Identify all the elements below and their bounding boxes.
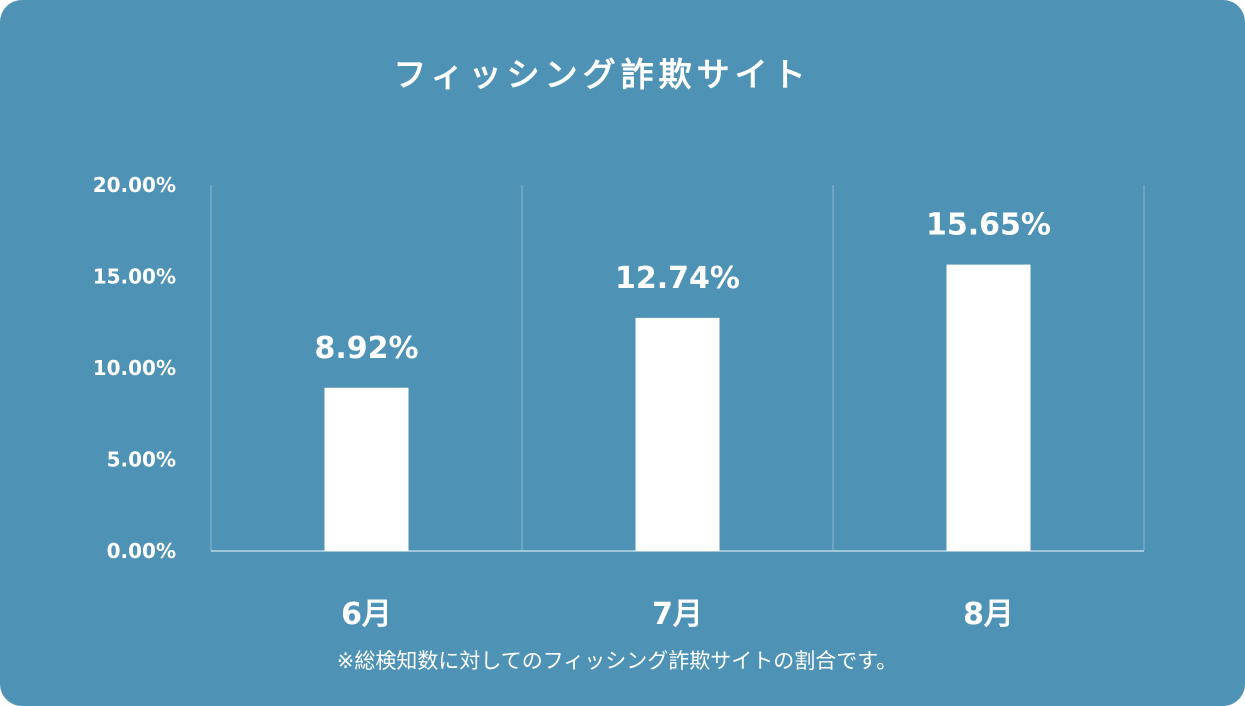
chart-footnote: ※総検知数に対してのフィッシング詐欺サイトの割合です。	[337, 649, 897, 673]
y-tick-label: 15.00%	[93, 265, 176, 289]
bars	[324, 264, 1031, 551]
y-tick-label: 0.00%	[107, 539, 176, 563]
y-axis-ticks: 0.00% 5.00% 10.00% 15.00% 20.00%	[93, 173, 176, 563]
x-category-label-3: 8月	[963, 597, 1014, 632]
data-label-3: 15.65%	[926, 208, 1051, 243]
data-label-2: 12.74%	[615, 261, 740, 296]
y-tick-label: 20.00%	[93, 173, 176, 197]
y-tick-label: 5.00%	[107, 448, 176, 472]
x-category-label-1: 6月	[341, 597, 392, 632]
bar-2	[635, 317, 720, 551]
x-category-label-2: 7月	[652, 597, 703, 632]
data-labels: 8.92% 12.74% 15.65%	[314, 208, 1051, 366]
x-axis-categories: 6月 7月 8月	[341, 597, 1014, 632]
y-tick-label: 10.00%	[93, 356, 176, 380]
bar-1	[324, 387, 409, 551]
data-label-1: 8.92%	[314, 331, 418, 366]
bar-3	[946, 264, 1031, 551]
chart-title: フィッシング詐欺サイト	[393, 55, 810, 94]
